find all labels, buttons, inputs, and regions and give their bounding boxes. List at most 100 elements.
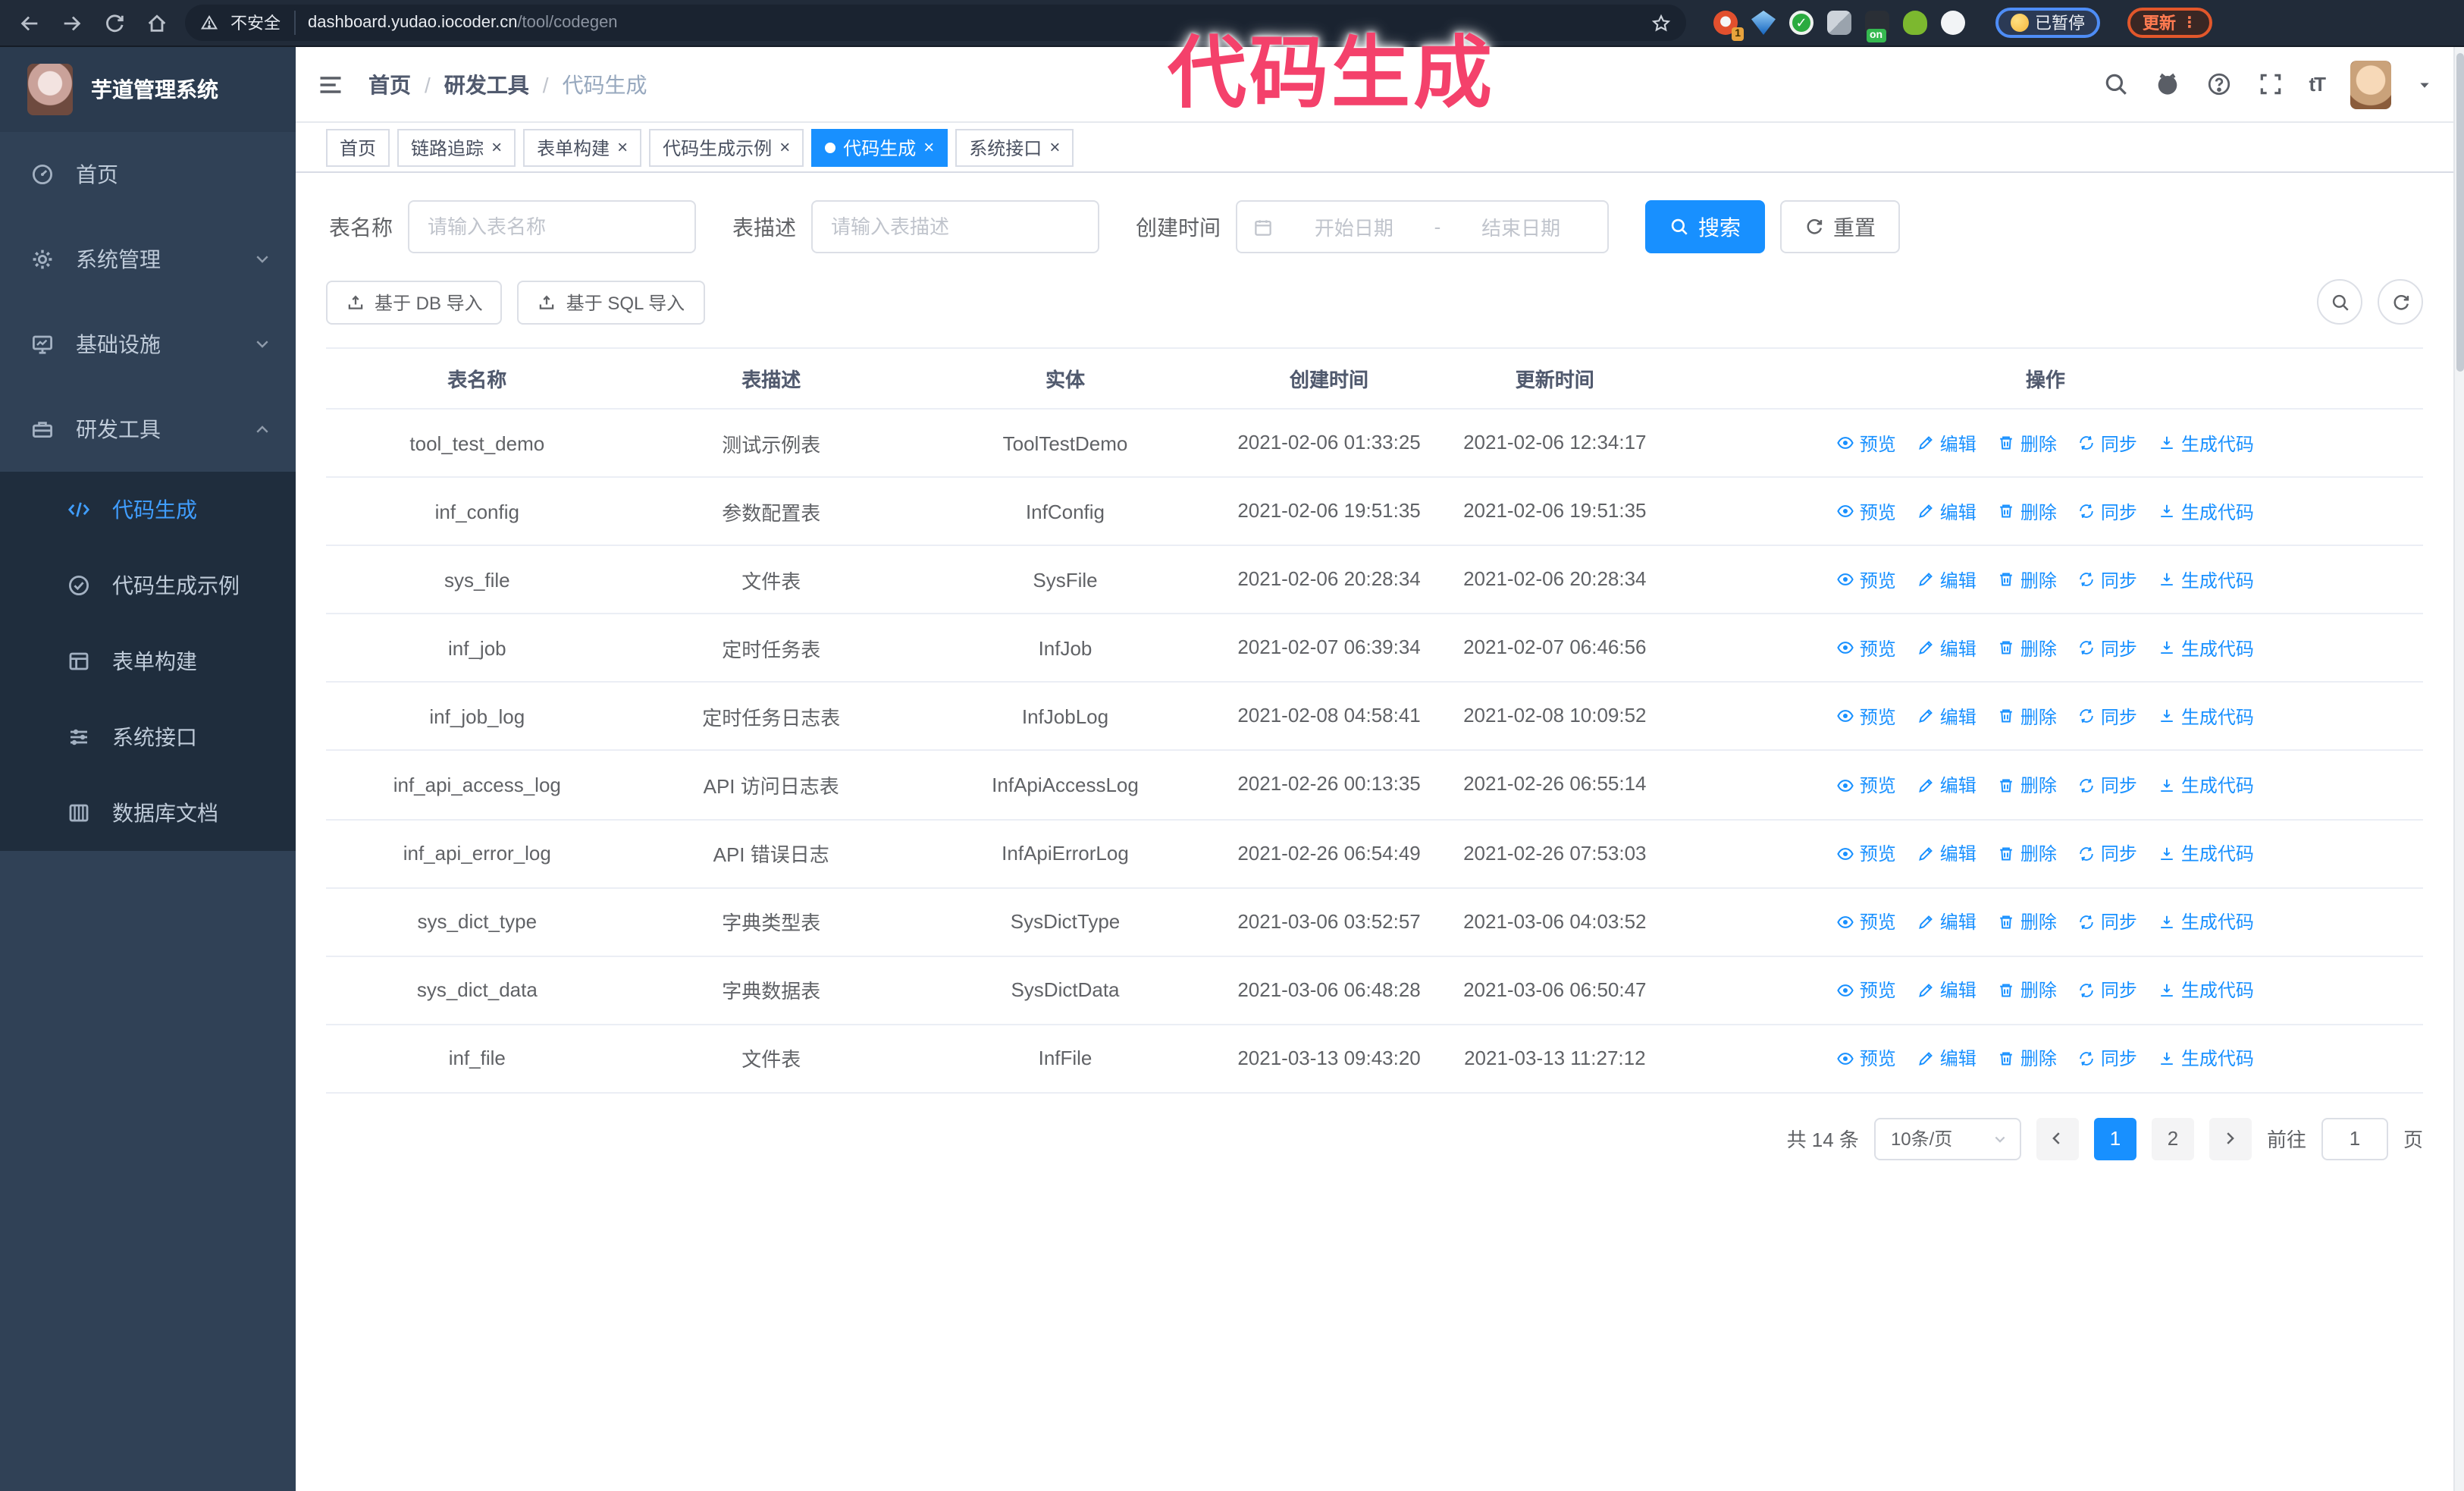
edit-link[interactable]: 编辑 [1917,909,1977,934]
address-bar[interactable]: 不安全 dashboard.yudao.iocoder.cn/tool/code… [185,5,1686,41]
close-icon[interactable]: × [923,137,935,158]
breadcrumb-item[interactable]: 代码生成 [562,72,647,96]
delete-link[interactable]: 删除 [1998,498,2057,524]
delete-link[interactable]: 删除 [1998,636,2057,661]
close-icon[interactable]: × [779,137,791,158]
generate-code-link[interactable]: 生成代码 [2158,704,2254,730]
generate-code-link[interactable]: 生成代码 [2158,498,2254,524]
sync-link[interactable]: 同步 [2078,772,2137,798]
edit-link[interactable]: 编辑 [1917,567,1977,592]
delete-link[interactable]: 删除 [1998,909,2057,934]
sync-link[interactable]: 同步 [2078,978,2137,1003]
tab-5[interactable]: 系统接口 × [955,128,1074,166]
sync-link[interactable]: 同步 [2078,498,2137,524]
generate-code-link[interactable]: 生成代码 [2158,909,2254,934]
table-desc-input[interactable] [811,200,1099,253]
sidebar-item-3[interactable]: 研发工具 [0,387,296,472]
extension-icon-orange[interactable]: 1 [1713,11,1744,41]
github-icon[interactable] [2154,71,2180,97]
preview-link[interactable]: 预览 [1837,1046,1896,1072]
security-label[interactable]: 不安全 [230,11,296,35]
scrollbar-thumb[interactable] [2456,53,2464,372]
font-size-icon[interactable]: tT [2309,73,2326,96]
sidebar-item-0[interactable]: 首页 [0,132,296,217]
close-icon[interactable]: × [491,137,503,158]
table-name-input[interactable] [408,200,696,253]
browser-home-icon[interactable] [143,9,170,36]
delete-link[interactable]: 删除 [1998,430,2057,456]
sync-link[interactable]: 同步 [2078,567,2137,592]
page-size-select[interactable]: 10条/页 [1873,1117,2021,1160]
refresh-table-button[interactable] [2378,279,2423,325]
generate-code-link[interactable]: 生成代码 [2158,978,2254,1003]
reset-button[interactable]: 重置 [1780,200,1900,253]
preview-link[interactable]: 预览 [1837,498,1896,524]
sidebar-subitem-3[interactable]: 系统接口 [0,699,296,775]
extension-icon-check[interactable]: ✓ [1789,11,1814,35]
extension-icon-grid[interactable] [1827,11,1851,35]
sync-link[interactable]: 同步 [2078,1046,2137,1072]
delete-link[interactable]: 删除 [1998,704,2057,730]
next-page-button[interactable] [2209,1117,2252,1160]
import-sql-button[interactable]: 基于 SQL 导入 [517,280,705,324]
close-icon[interactable]: × [617,137,629,158]
generate-code-link[interactable]: 生成代码 [2158,772,2254,798]
close-icon[interactable]: × [1049,137,1061,158]
delete-link[interactable]: 删除 [1998,1046,2057,1072]
generate-code-link[interactable]: 生成代码 [2158,636,2254,661]
extension-icon-green[interactable] [1903,11,1927,35]
browser-refresh-icon[interactable] [100,9,127,36]
extension-icon-switch[interactable]: on [1865,11,1889,42]
tab-1[interactable]: 链路追踪 × [397,128,516,166]
delete-link[interactable]: 删除 [1998,772,2057,798]
edit-link[interactable]: 编辑 [1917,704,1977,730]
goto-page-input[interactable] [2321,1117,2388,1160]
bookmark-star-icon[interactable] [1651,13,1671,33]
sidebar-subitem-2[interactable]: 表单构建 [0,623,296,699]
breadcrumb-item[interactable]: 研发工具 [444,72,529,96]
browser-back-icon[interactable] [15,9,42,36]
delete-link[interactable]: 删除 [1998,840,2057,866]
edit-link[interactable]: 编辑 [1917,772,1977,798]
browser-forward-icon[interactable] [58,9,85,36]
page-button-1[interactable]: 1 [2093,1117,2136,1160]
sidebar-subitem-4[interactable]: 数据库文档 [0,775,296,851]
sidebar-subitem-1[interactable]: 代码生成示例 [0,548,296,623]
breadcrumb-item[interactable]: 首页 [368,72,411,96]
edit-link[interactable]: 编辑 [1917,430,1977,456]
import-db-button[interactable]: 基于 DB 导入 [326,280,503,324]
preview-link[interactable]: 预览 [1837,430,1896,456]
delete-link[interactable]: 删除 [1998,978,2057,1003]
extension-icon-puzzle[interactable] [1941,11,1965,35]
search-button[interactable]: 搜索 [1645,200,1765,253]
window-scrollbar[interactable] [2453,47,2464,1491]
preview-link[interactable]: 预览 [1837,636,1896,661]
preview-link[interactable]: 预览 [1837,772,1896,798]
app-logo[interactable]: 芋道管理系统 [0,47,296,132]
preview-link[interactable]: 预览 [1837,704,1896,730]
tab-3[interactable]: 代码生成示例 × [649,128,804,166]
update-button[interactable]: 更新 ⋮ [2127,8,2212,38]
generate-code-link[interactable]: 生成代码 [2158,840,2254,866]
edit-link[interactable]: 编辑 [1917,840,1977,866]
tab-0[interactable]: 首页 [326,128,390,166]
chevron-down-icon[interactable] [2417,77,2432,92]
page-button-2[interactable]: 2 [2151,1117,2194,1160]
edit-link[interactable]: 编辑 [1917,498,1977,524]
sidebar-item-2[interactable]: 基础设施 [0,302,296,387]
preview-link[interactable]: 预览 [1837,909,1896,934]
edit-link[interactable]: 编辑 [1917,978,1977,1003]
fullscreen-icon[interactable] [2257,71,2283,97]
show-search-button[interactable] [2317,279,2362,325]
sync-link[interactable]: 同步 [2078,840,2137,866]
hamburger-icon[interactable] [317,71,344,98]
tab-2[interactable]: 表单构建 × [523,128,642,166]
date-range-picker[interactable]: 开始日期 - 结束日期 [1236,200,1609,253]
sync-link[interactable]: 同步 [2078,430,2137,456]
search-icon[interactable] [2102,71,2128,97]
generate-code-link[interactable]: 生成代码 [2158,1046,2254,1072]
paused-badge[interactable]: 已暂停 [1995,8,2100,38]
extension-icon-gem[interactable] [1751,11,1776,35]
prev-page-button[interactable] [2036,1117,2079,1160]
sync-link[interactable]: 同步 [2078,636,2137,661]
